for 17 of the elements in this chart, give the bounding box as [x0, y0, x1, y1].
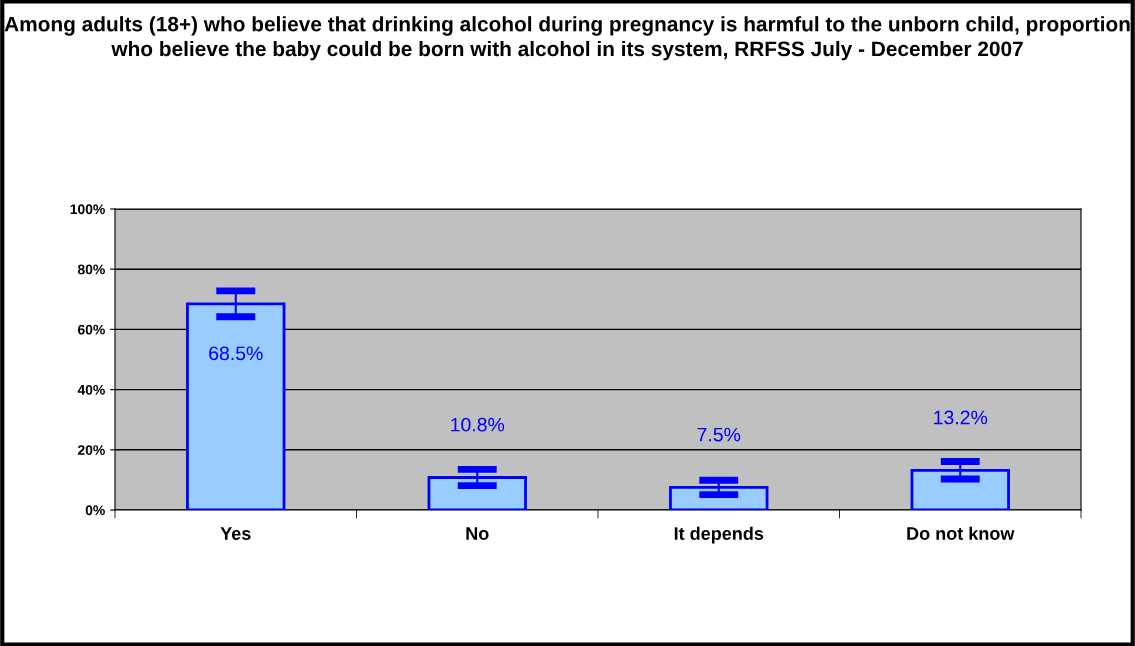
y-tick-label: 100%: [70, 204, 105, 215]
x-tick-label: Yes: [220, 527, 251, 540]
bar: [910, 468, 1010, 510]
y-tick-label: 80%: [77, 264, 105, 275]
x-tick-label: It depends: [674, 526, 764, 544]
x-tick-label: No: [466, 527, 489, 540]
data-label: 10.8%: [451, 417, 505, 432]
y-tick-label: 0%: [85, 505, 105, 516]
x-tick-label: Do not know: [907, 526, 1015, 540]
y-tick-label: 40%: [77, 384, 105, 395]
y-tick-label: 20%: [77, 445, 105, 455]
bar: [427, 476, 527, 510]
chart-title: Among adults (18+) who believe that drinking alcohol during pregnancy is harmful to the unborn child, proportion who believe the baby could be born with alcohol in its system, RRFSS July - December 2007: [4, 16, 1130, 61]
data-label: 7.5%: [697, 427, 741, 442]
data-label: 13.2%: [934, 410, 988, 425]
data-label: 68.5%: [209, 346, 263, 361]
y-tick-label: 60%: [77, 324, 105, 335]
